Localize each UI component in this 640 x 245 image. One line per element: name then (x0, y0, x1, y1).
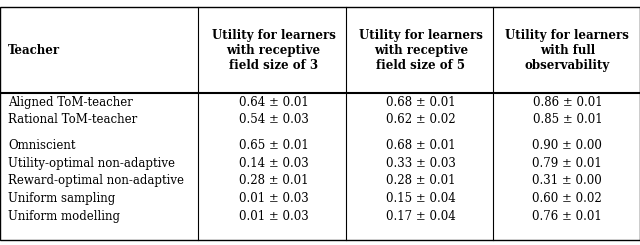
Text: 0.60 ± 0.02: 0.60 ± 0.02 (532, 192, 602, 205)
Text: 0.79 ± 0.01: 0.79 ± 0.01 (532, 157, 602, 170)
Text: 0.28 ± 0.01: 0.28 ± 0.01 (239, 174, 308, 187)
Text: Omniscient: Omniscient (8, 139, 76, 152)
Text: Rational ToM-teacher: Rational ToM-teacher (8, 113, 138, 126)
Text: 0.01 ± 0.03: 0.01 ± 0.03 (239, 192, 308, 205)
Text: 0.65 ± 0.01: 0.65 ± 0.01 (239, 139, 308, 152)
Text: 0.68 ± 0.01: 0.68 ± 0.01 (386, 139, 456, 152)
Text: 0.85 ± 0.01: 0.85 ± 0.01 (532, 113, 602, 126)
Text: 0.17 ± 0.04: 0.17 ± 0.04 (386, 210, 456, 223)
Text: Uniform sampling: Uniform sampling (8, 192, 116, 205)
Text: Utility for learners
with full
observability: Utility for learners with full observabi… (506, 29, 629, 72)
Text: 0.54 ± 0.03: 0.54 ± 0.03 (239, 113, 308, 126)
Text: Uniform modelling: Uniform modelling (8, 210, 120, 223)
Text: Utility-optimal non-adaptive: Utility-optimal non-adaptive (8, 157, 175, 170)
Text: 0.90 ± 0.00: 0.90 ± 0.00 (532, 139, 602, 152)
Text: 0.31 ± 0.00: 0.31 ± 0.00 (532, 174, 602, 187)
Text: 0.62 ± 0.02: 0.62 ± 0.02 (386, 113, 456, 126)
Text: Teacher: Teacher (8, 44, 60, 57)
Text: Aligned ToM-teacher: Aligned ToM-teacher (8, 96, 133, 109)
Text: 0.86 ± 0.01: 0.86 ± 0.01 (532, 96, 602, 109)
Text: 0.68 ± 0.01: 0.68 ± 0.01 (386, 96, 456, 109)
Text: Utility for learners
with receptive
field size of 3: Utility for learners with receptive fiel… (212, 29, 335, 72)
Text: 0.76 ± 0.01: 0.76 ± 0.01 (532, 210, 602, 223)
Text: 0.28 ± 0.01: 0.28 ± 0.01 (386, 174, 456, 187)
Text: 0.01 ± 0.03: 0.01 ± 0.03 (239, 210, 308, 223)
Text: 0.64 ± 0.01: 0.64 ± 0.01 (239, 96, 308, 109)
Text: Reward-optimal non-adaptive: Reward-optimal non-adaptive (8, 174, 184, 187)
Text: 0.14 ± 0.03: 0.14 ± 0.03 (239, 157, 308, 170)
Text: 0.33 ± 0.03: 0.33 ± 0.03 (386, 157, 456, 170)
Text: Utility for learners
with receptive
field size of 5: Utility for learners with receptive fiel… (359, 29, 483, 72)
Text: 0.15 ± 0.04: 0.15 ± 0.04 (386, 192, 456, 205)
